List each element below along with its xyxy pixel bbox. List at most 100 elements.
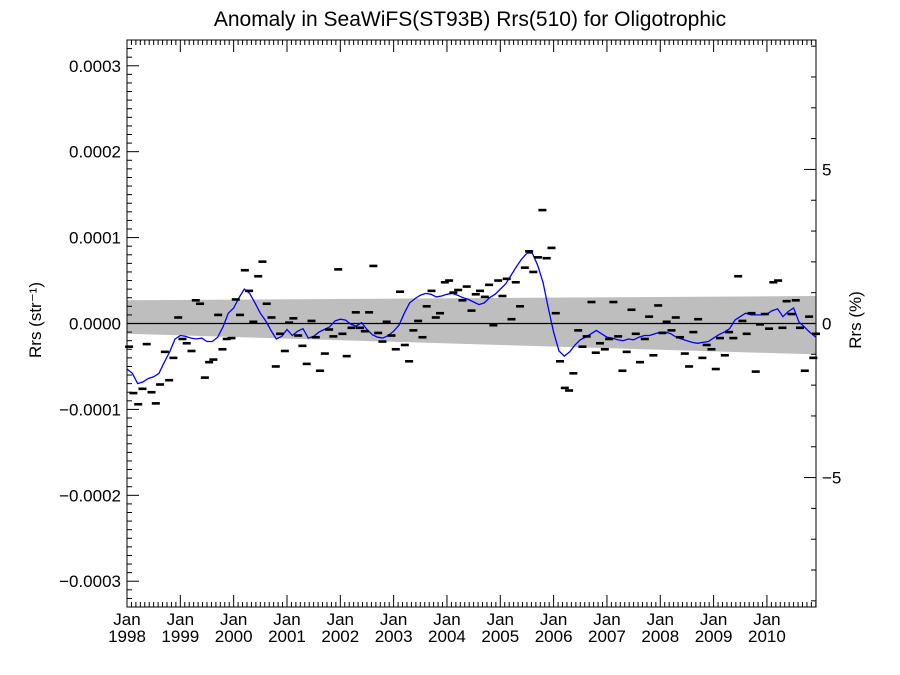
data-point bbox=[454, 288, 463, 292]
data-point bbox=[276, 332, 285, 336]
data-point bbox=[538, 208, 547, 212]
x-tick-month: Jan bbox=[700, 610, 727, 629]
data-point bbox=[209, 358, 218, 361]
data-point bbox=[582, 335, 591, 338]
data-point bbox=[725, 330, 734, 334]
data-point bbox=[418, 335, 427, 339]
data-point bbox=[196, 302, 205, 306]
data-point bbox=[609, 300, 618, 304]
data-point bbox=[734, 274, 743, 278]
data-point bbox=[658, 331, 667, 335]
data-point bbox=[258, 260, 267, 263]
y-tick-label: −0.0003 bbox=[59, 572, 121, 591]
data-point bbox=[445, 279, 454, 282]
y-tick-label: 0.0002 bbox=[69, 143, 121, 162]
x-tick-year: 2000 bbox=[215, 627, 253, 646]
data-point bbox=[409, 329, 418, 332]
data-point bbox=[360, 329, 369, 333]
data-point bbox=[334, 268, 343, 271]
data-point bbox=[285, 321, 294, 324]
data-point bbox=[378, 340, 387, 343]
data-point bbox=[271, 365, 280, 368]
x-tick-year: 2003 bbox=[375, 627, 413, 646]
x-tick-year: 2005 bbox=[481, 627, 519, 646]
data-point bbox=[431, 316, 440, 319]
data-point bbox=[458, 299, 467, 302]
data-point bbox=[374, 331, 383, 335]
data-point bbox=[320, 352, 329, 355]
band-area bbox=[127, 296, 816, 355]
y-axis-right: 5 0 −5 bbox=[804, 45, 841, 602]
data-point bbox=[756, 323, 765, 326]
data-point bbox=[289, 317, 298, 320]
uncertainty-band bbox=[127, 296, 816, 355]
data-point bbox=[476, 289, 485, 293]
data-point bbox=[516, 305, 525, 308]
data-point bbox=[622, 350, 631, 354]
data-point bbox=[747, 311, 756, 315]
data-point bbox=[751, 370, 760, 373]
monthly-anomaly-points bbox=[125, 208, 820, 406]
data-point bbox=[680, 352, 689, 355]
data-point bbox=[205, 360, 214, 364]
data-point bbox=[574, 329, 583, 332]
data-point bbox=[436, 311, 445, 315]
data-point bbox=[178, 337, 187, 341]
data-point bbox=[240, 268, 249, 272]
data-point bbox=[685, 365, 694, 368]
x-tick-month: Jan bbox=[487, 610, 514, 629]
data-point bbox=[534, 256, 543, 259]
data-point bbox=[187, 349, 196, 353]
data-point bbox=[587, 300, 596, 304]
data-point bbox=[809, 356, 818, 360]
data-point bbox=[667, 329, 676, 332]
data-point bbox=[689, 330, 698, 334]
data-point bbox=[791, 299, 800, 302]
data-point bbox=[627, 308, 636, 312]
data-point bbox=[356, 326, 365, 330]
y-tick-label: 0.0003 bbox=[69, 57, 121, 76]
data-point bbox=[347, 326, 356, 330]
data-point bbox=[600, 347, 609, 351]
data-point bbox=[316, 369, 325, 373]
data-point bbox=[498, 294, 507, 298]
data-point bbox=[298, 344, 307, 348]
x-tick-month: Jan bbox=[327, 610, 354, 629]
y-tick-label: 0.0000 bbox=[69, 315, 121, 334]
data-point bbox=[591, 351, 600, 355]
data-point bbox=[169, 356, 178, 360]
data-point bbox=[325, 328, 334, 331]
data-point bbox=[227, 336, 236, 340]
data-point bbox=[511, 280, 520, 284]
data-point bbox=[254, 274, 263, 278]
data-point bbox=[400, 343, 409, 347]
data-point bbox=[782, 299, 791, 303]
data-point bbox=[551, 311, 560, 315]
data-point bbox=[200, 376, 209, 379]
data-point bbox=[542, 256, 551, 260]
data-point bbox=[147, 390, 156, 394]
y-right-tick-label: 0 bbox=[822, 315, 831, 334]
data-point bbox=[560, 386, 569, 390]
data-point bbox=[636, 360, 645, 364]
data-point bbox=[414, 319, 423, 323]
data-point bbox=[382, 320, 391, 324]
data-point bbox=[805, 315, 814, 318]
data-point bbox=[387, 334, 396, 337]
data-point bbox=[462, 285, 471, 288]
data-point bbox=[138, 387, 147, 391]
data-point bbox=[218, 347, 227, 351]
data-point bbox=[485, 283, 494, 287]
data-point bbox=[191, 299, 200, 302]
data-point bbox=[742, 332, 751, 336]
data-point bbox=[760, 312, 769, 316]
data-point bbox=[365, 311, 374, 314]
data-point bbox=[565, 389, 574, 392]
data-point bbox=[729, 336, 738, 340]
data-point bbox=[671, 316, 680, 319]
data-point bbox=[720, 353, 729, 357]
x-tick-year: 2004 bbox=[428, 627, 466, 646]
data-point bbox=[294, 334, 303, 337]
data-point bbox=[280, 349, 289, 353]
